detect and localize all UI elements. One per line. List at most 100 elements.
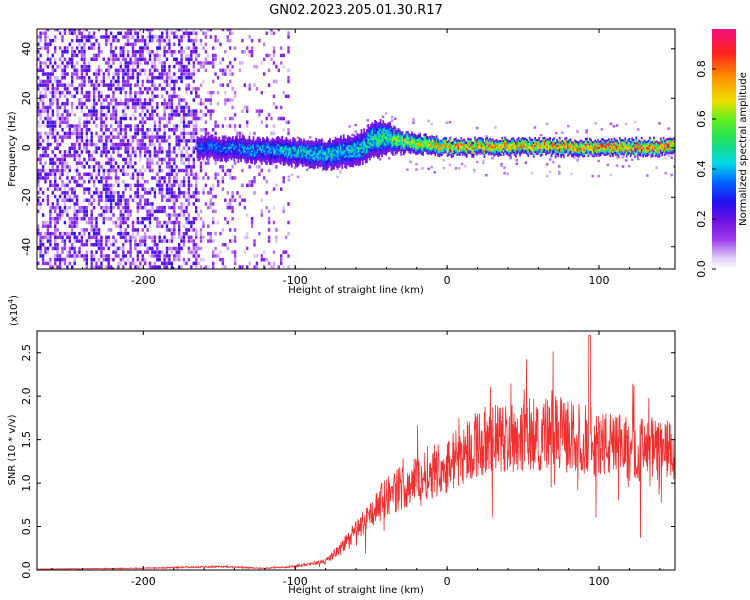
spectrogram-cell (73, 50, 76, 54)
spectrogram-cell (153, 209, 157, 214)
spectrogram-cell (238, 131, 242, 136)
spectrogram-cell (100, 105, 103, 110)
spectrogram-cell (168, 29, 171, 32)
spectrogram-cell (136, 79, 139, 84)
spectrogram-cell (199, 116, 203, 121)
spectrogram-cell (290, 157, 293, 160)
spectrogram-cell (41, 94, 45, 99)
spectrogram-cell (331, 163, 334, 166)
spectrogram-cell (173, 231, 176, 236)
spectrogram-cell (314, 148, 316, 151)
spectrogram-cell (348, 152, 351, 155)
spectrogram-cell (387, 140, 390, 143)
spectrogram-cell (112, 94, 115, 99)
spectrogram-cell (187, 246, 191, 251)
spectrogram-cell (153, 191, 157, 195)
spectrogram-cell (318, 148, 320, 151)
spectrogram-cell (143, 113, 147, 117)
spectrogram-cell (482, 159, 485, 162)
spectrogram-cell (366, 154, 368, 157)
spectrogram-cell (270, 141, 273, 144)
spectrogram-cell (199, 228, 203, 232)
spectrogram-cell (287, 120, 290, 124)
spectrogram-cell (192, 191, 195, 195)
spectrogram-cell (173, 257, 176, 262)
spectrogram-cell (342, 148, 345, 151)
spectrogram-cell (245, 143, 248, 146)
spectrogram-cell (129, 31, 132, 35)
spectrogram-cell (168, 246, 171, 251)
spectrogram-cell (241, 150, 244, 153)
spectrogram-cell (143, 235, 147, 240)
spectrogram-cell (139, 105, 142, 110)
spectrogram-cell (500, 164, 503, 167)
spectrogram-cell (126, 29, 130, 32)
spectrogram-cell (363, 148, 366, 151)
spectrogram-cell (195, 228, 198, 232)
spectrogram-cell (287, 68, 290, 73)
spectrogram-cell (90, 131, 93, 136)
spectrogram-cell (156, 250, 159, 254)
spectrogram-cell (331, 142, 334, 145)
spectrogram-cell (56, 83, 59, 87)
spectrogram-cell (148, 165, 152, 169)
spectrogram-cell (371, 138, 374, 141)
spectrogram-cell (151, 76, 154, 80)
spectrogram-cell (68, 61, 71, 65)
spectrogram-cell (351, 133, 354, 137)
spectrogram-cell (153, 235, 157, 240)
spectrogram-cell (241, 131, 244, 136)
spectrogram-cell (270, 157, 273, 160)
spectrogram-cell (180, 29, 183, 32)
spectrogram-cell (221, 257, 225, 262)
spectrogram-cell (303, 158, 305, 161)
spectrogram-cell (206, 137, 208, 140)
spectrogram-cell (46, 194, 50, 199)
spectrogram-cell (56, 157, 59, 162)
spectrogram-cell (209, 198, 212, 202)
spectrogram-cell (212, 90, 215, 95)
spectrogram-cell (387, 148, 390, 151)
spectrogram-cell (56, 168, 59, 173)
spectrogram-cell (90, 209, 93, 214)
spectrogram-cell (282, 161, 285, 164)
spectrogram-cell (180, 153, 183, 158)
spectrogram-cell (199, 239, 203, 243)
spectrogram-cell (37, 168, 40, 173)
spectrogram-cell (211, 148, 214, 151)
spectrogram-cell (212, 183, 215, 188)
spectrogram-cell (141, 139, 144, 143)
spectrogram-cell (289, 162, 292, 165)
spectrogram-cell (90, 109, 93, 113)
spectrogram-cell (49, 61, 52, 65)
spectrogram-cell (126, 98, 130, 102)
spectrogram-cell (218, 146, 221, 149)
spectrogram-cell (71, 176, 74, 180)
spectrogram-cell (182, 128, 186, 132)
spectrogram-cell (259, 152, 262, 155)
spectrogram-cell (214, 138, 217, 141)
spectrogram-cell (131, 231, 135, 236)
spectrogram-cell (340, 147, 342, 150)
spectrogram-cell (126, 250, 130, 254)
spectrogram-cell (204, 142, 207, 145)
spectrogram-cell (259, 148, 262, 151)
spectrogram-cell (318, 139, 320, 142)
spectrogram-cell (308, 152, 311, 155)
spectrogram-cell (212, 261, 215, 266)
spectrogram-cell (281, 135, 284, 138)
spectrogram-cell (117, 191, 120, 195)
spectrogram-cell (247, 141, 249, 144)
spectrogram-cell (173, 183, 176, 188)
spectrogram-cell (71, 31, 74, 35)
spectrogram-cell (44, 220, 47, 225)
spectrogram-cell (342, 140, 345, 143)
spectrogram-cell (151, 90, 154, 95)
spectrogram-cell (394, 126, 397, 130)
spectrogram-cell (232, 142, 234, 145)
spectrogram-cell (165, 239, 169, 243)
spectrogram-cell (136, 254, 139, 258)
spectrogram-cell (49, 209, 52, 214)
spectrogram-cell (371, 152, 374, 155)
spectrogram-cell (90, 257, 93, 262)
